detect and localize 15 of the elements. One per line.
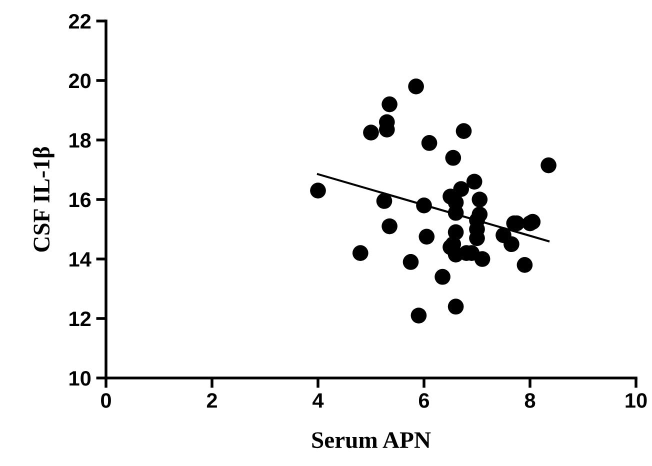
- y-tick-label: 10: [70, 371, 91, 386]
- x-tick-label: 6: [418, 393, 430, 408]
- y-tick-label: 22: [68, 14, 91, 29]
- y-axis-title: CSF IL-1β: [32, 146, 54, 252]
- y-tick-label: 18: [70, 133, 91, 148]
- y-tick-label: 12: [70, 312, 91, 326]
- x-tick-label: 4: [312, 393, 324, 408]
- x-tick-label: 0: [101, 393, 111, 408]
- x-tick-label: 2: [206, 393, 217, 408]
- y-tick-label: 14: [70, 252, 92, 267]
- y-tick-label: 20: [68, 74, 91, 88]
- y-tick-label: 16: [70, 192, 91, 208]
- x-tick-label: 8: [524, 393, 536, 408]
- x-tick-label: 10: [626, 393, 647, 408]
- x-axis-title: Serum APN: [312, 432, 431, 448]
